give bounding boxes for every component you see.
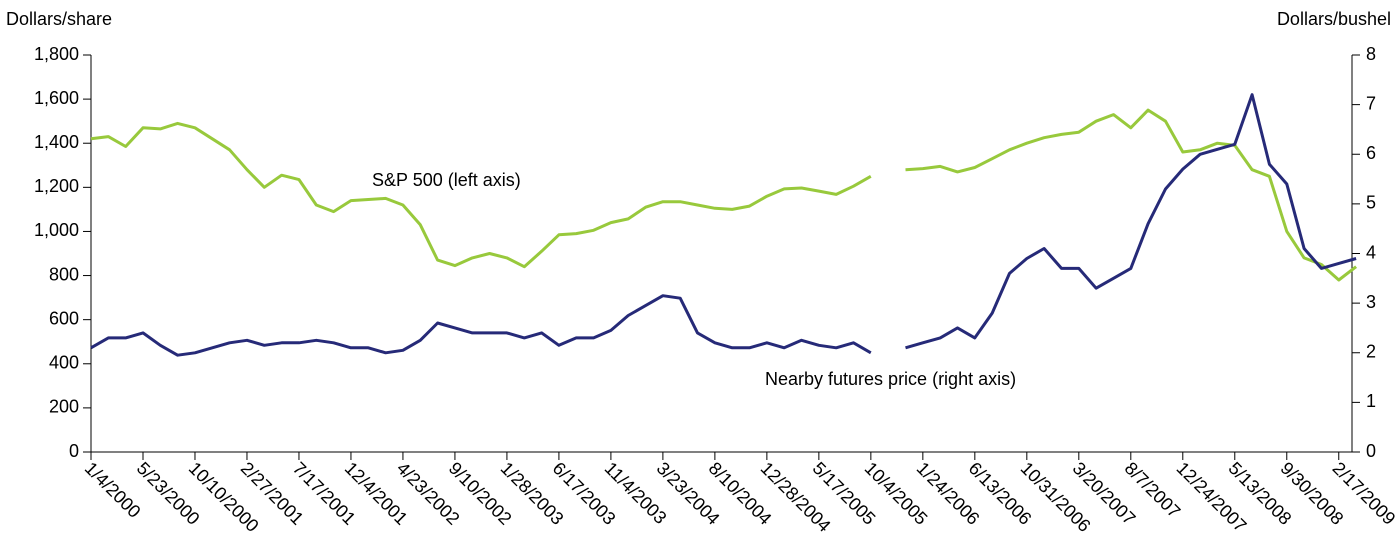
y2-tick-label: 7 (1366, 93, 1376, 113)
y2-tick-label: 0 (1366, 441, 1376, 461)
series-line (90, 108, 1358, 282)
y-tick-label: 800 (49, 264, 79, 284)
y2-tick-label: 3 (1366, 292, 1376, 312)
series-annotation: Nearby futures price (right axis) (765, 369, 1016, 389)
y2-tick-label: 2 (1366, 342, 1376, 362)
y2-tick-label: 8 (1366, 44, 1376, 64)
y-tick-label: 1,200 (34, 176, 79, 196)
y2-tick-label: 5 (1366, 193, 1376, 213)
series-line (90, 93, 1357, 357)
y-tick-label: 1,800 (34, 44, 79, 64)
x-tick-label: 1/4/2000 (81, 458, 145, 522)
y-tick-label: 1,400 (34, 132, 79, 152)
y-tick-label: 200 (49, 397, 79, 417)
y-tick-label: 600 (49, 308, 79, 328)
y2-axis-label: Dollars/bushel (1277, 9, 1391, 29)
series-annotation: S&P 500 (left axis) (372, 170, 521, 190)
y-tick-label: 1,000 (34, 220, 79, 240)
y-tick-label: 1,600 (34, 88, 79, 108)
y2-tick-label: 6 (1366, 143, 1376, 163)
y-axis-label: Dollars/share (6, 9, 112, 29)
y2-tick-label: 4 (1366, 242, 1376, 262)
y-tick-label: 400 (49, 353, 79, 373)
y-tick-label: 0 (69, 441, 79, 461)
y2-tick-label: 1 (1366, 391, 1376, 411)
